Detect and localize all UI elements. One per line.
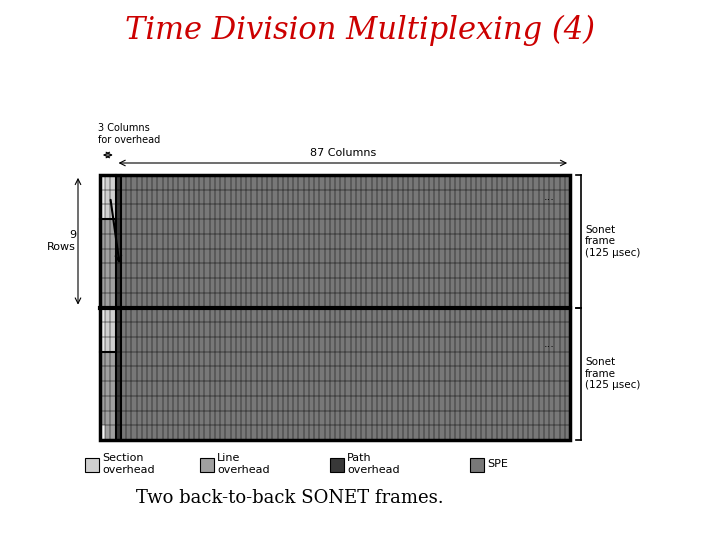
Text: Sonet
frame
(125 μsec): Sonet frame (125 μsec) [585, 357, 640, 390]
Text: ...: ... [544, 339, 554, 349]
Text: SPE: SPE [487, 459, 508, 469]
Text: Two back-to-back SONET frames.: Two back-to-back SONET frames. [136, 489, 444, 507]
Bar [330, 458, 344, 472]
Text: Time Division Multiplexing (4): Time Division Multiplexing (4) [125, 15, 595, 45]
Text: Section
overhead: Section overhead [102, 453, 155, 475]
Bar [116, 175, 121, 307]
Text: ...: ... [544, 192, 554, 202]
Bar [121, 175, 570, 307]
Text: Path
overhead: Path overhead [347, 453, 400, 475]
Bar [100, 426, 105, 440]
Bar [100, 352, 116, 440]
Text: Sonet
frame
(125 μsec): Sonet frame (125 μsec) [585, 225, 640, 258]
Text: 87 Columns: 87 Columns [310, 148, 376, 158]
Bar [100, 175, 570, 440]
Bar [121, 307, 570, 440]
Bar [100, 307, 116, 352]
Bar [100, 307, 105, 352]
Text: 3 Columns
for overhead: 3 Columns for overhead [98, 124, 161, 145]
Bar [200, 458, 214, 472]
Text: Line
overhead: Line overhead [217, 453, 269, 475]
Bar [470, 458, 484, 472]
Bar [85, 458, 99, 472]
Bar [116, 307, 121, 440]
Bar [100, 219, 116, 307]
Text: 9
Rows: 9 Rows [47, 231, 76, 252]
Bar [100, 175, 116, 219]
Bar [100, 175, 105, 219]
